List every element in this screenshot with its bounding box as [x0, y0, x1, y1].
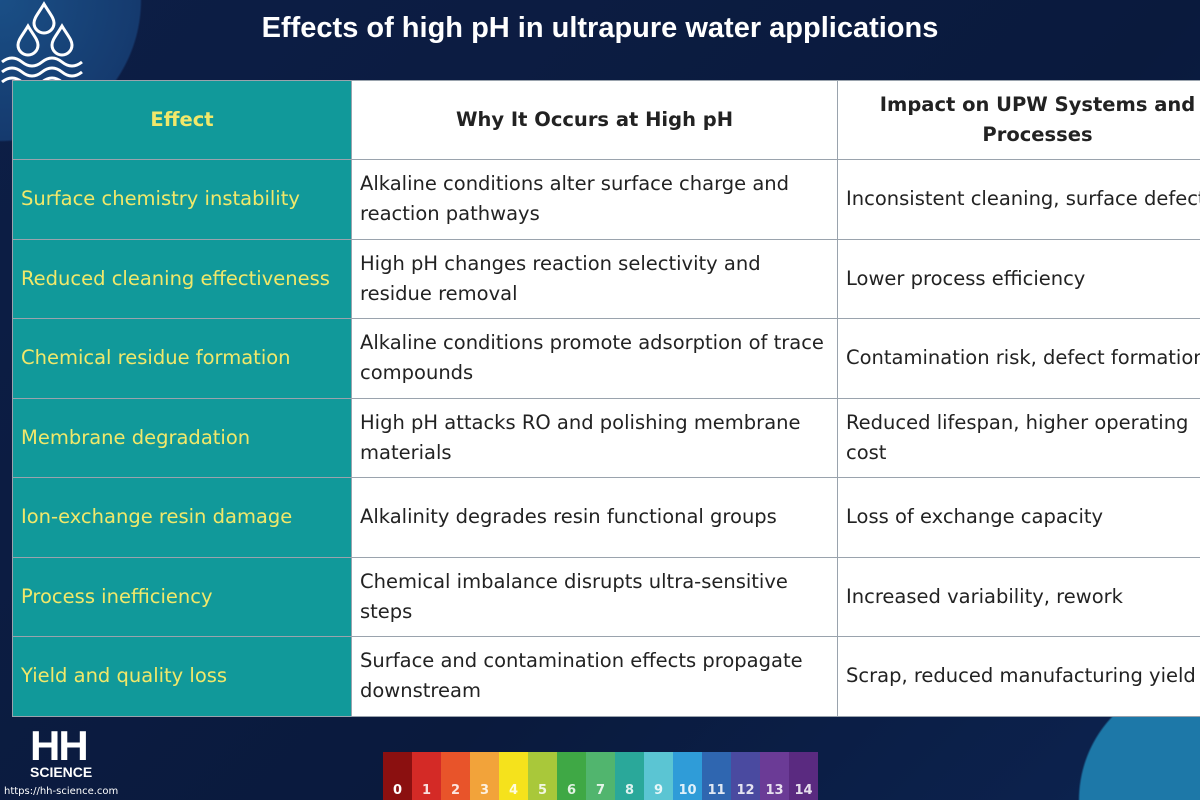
- ph-cell: 2: [441, 752, 470, 800]
- cell: Surface chemistry instability: [12, 159, 352, 240]
- header-cell: Why It Occurs at High pH: [351, 80, 838, 160]
- cell: Membrane degradation: [12, 397, 352, 478]
- row: Yield and quality loss Surface and contam…: [12, 636, 1200, 717]
- row: Membrane degradation High pH attacks RO a…: [12, 397, 1200, 478]
- cell: Chemical imbalance disrupts ultra-sensit…: [351, 556, 838, 637]
- ph-cell: 8: [615, 752, 644, 800]
- cell: Contamination risk, defect formation: [837, 318, 1200, 399]
- row: Reduced cleaning effectiveness High pH ch…: [12, 238, 1200, 319]
- cell: Increased variability, rework: [837, 556, 1200, 637]
- header-cell: Effect: [12, 80, 352, 160]
- cell: Yield and quality loss: [12, 636, 352, 717]
- cell: Ion-exchange resin damage: [12, 477, 352, 558]
- header-cell: Impact on UPW Systems and Processes: [837, 80, 1200, 160]
- ph-cell: 13: [760, 752, 789, 800]
- cell: Loss of exchange capacity: [837, 477, 1200, 558]
- cell: Chemical residue formation: [12, 318, 352, 399]
- cell: Inconsistent cleaning, surface defects: [837, 159, 1200, 240]
- logo-text: HH: [30, 722, 89, 769]
- cell: Alkaline conditions promote adsorption o…: [351, 318, 838, 399]
- ph-cell: 4: [499, 752, 528, 800]
- cell: Lower process efficiency: [837, 238, 1200, 319]
- ph-cell: 6: [557, 752, 586, 800]
- url: https://hh-science.com: [4, 786, 119, 797]
- row: Surface chemistry instability Alkaline co…: [12, 159, 1200, 240]
- title: Effects of high pH in ultrapure water ap…: [261, 12, 939, 44]
- row: Chemical residue formation Alkaline condi…: [12, 318, 1200, 399]
- cell: Process inefficiency: [12, 556, 352, 637]
- row: Ion-exchange resin damage Alkalinity degr…: [12, 477, 1200, 558]
- ph-cell: 9: [644, 752, 673, 800]
- header-row: Effect Why It Occurs at High pH Impact on …: [12, 80, 1200, 160]
- cell: High pH attacks RO and polishing membran…: [351, 397, 838, 478]
- cell: Alkalinity degrades resin functional gro…: [351, 477, 838, 558]
- cell: Scrap, reduced manufacturing yield: [837, 636, 1200, 717]
- ph-cell: 1: [412, 752, 441, 800]
- ph-cell: 3: [470, 752, 499, 800]
- ph-cell: 5: [528, 752, 557, 800]
- ph-cell: 12: [731, 752, 760, 800]
- cell: Reduced lifespan, higher operating cost: [837, 397, 1200, 478]
- cell: Surface and contamination effects propag…: [351, 636, 838, 717]
- row: Process inefficiency Chemical imbalance d…: [12, 556, 1200, 637]
- ph-cell: 11: [702, 752, 731, 800]
- ph-scale: 0 1 2 3 4 5 6 7 8 9 10 11 12 13 14: [383, 752, 818, 800]
- cell: High pH changes reaction selectivity and…: [351, 238, 838, 319]
- ph-cell: 7: [586, 752, 615, 800]
- cell: Reduced cleaning effectiveness: [12, 238, 352, 319]
- ph-cell: 14: [789, 752, 818, 800]
- ph-cell: 10: [673, 752, 702, 800]
- logo-text: SCIENCE: [30, 764, 93, 780]
- cell: Alkaline conditions alter surface charge…: [351, 159, 838, 240]
- ph-cell: 0: [383, 752, 412, 800]
- table: Effect Why It Occurs at High pH Impact on …: [12, 80, 1200, 717]
